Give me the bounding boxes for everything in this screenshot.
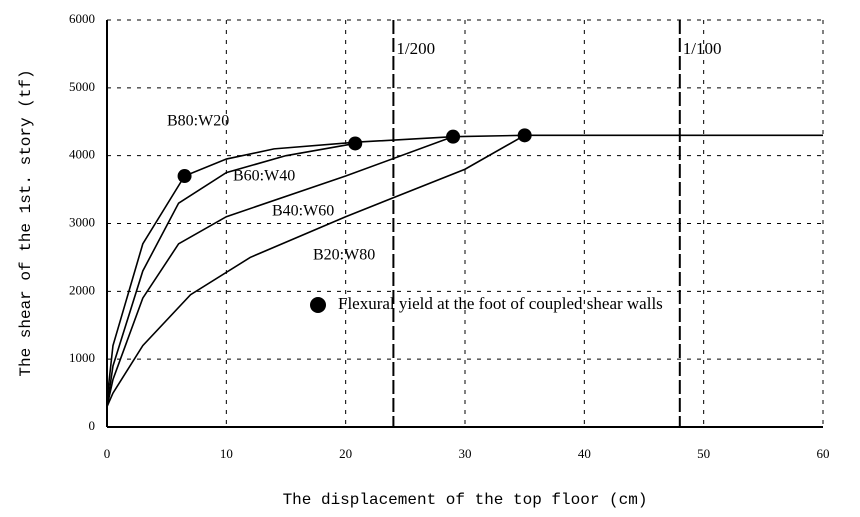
yield-point <box>348 136 363 151</box>
y-tick-label: 2000 <box>69 282 95 297</box>
yield-point <box>177 169 192 184</box>
x-axis-title: The displacement of the top floor (cm) <box>283 491 648 509</box>
yield-point <box>517 128 532 143</box>
x-tick-label: 50 <box>697 446 710 461</box>
y-tick-label: 3000 <box>69 214 95 229</box>
y-tick-label: 1000 <box>69 350 95 365</box>
drift-label: 1/200 <box>396 39 435 58</box>
y-axis-title: The shear of the 1st. story (tf) <box>17 69 35 376</box>
y-tick-label: 0 <box>89 418 96 433</box>
series-line <box>106 135 454 407</box>
legend-marker <box>310 297 326 313</box>
x-tick-label: 40 <box>578 446 591 461</box>
legend-text: Flexural yield at the foot of coupled sh… <box>338 294 663 313</box>
series-label: B80:W20 <box>167 113 229 130</box>
series-label: B40:W60 <box>272 203 334 220</box>
y-tick-label: 4000 <box>69 147 95 162</box>
x-tick-label: 20 <box>339 446 352 461</box>
drift-label: 1/100 <box>683 39 722 58</box>
x-tick-label: 60 <box>817 446 830 461</box>
series-label: B20:W80 <box>313 247 375 264</box>
y-tick-label: 6000 <box>69 11 95 26</box>
series-line <box>106 134 526 407</box>
series-line <box>106 134 823 400</box>
x-tick-label: 10 <box>220 446 233 461</box>
yield-point <box>446 129 461 144</box>
y-tick-label: 5000 <box>69 79 95 94</box>
series-line <box>106 142 356 407</box>
series-label: B60:W40 <box>233 168 295 185</box>
x-tick-label: 0 <box>104 446 111 461</box>
x-tick-label: 30 <box>459 446 472 461</box>
